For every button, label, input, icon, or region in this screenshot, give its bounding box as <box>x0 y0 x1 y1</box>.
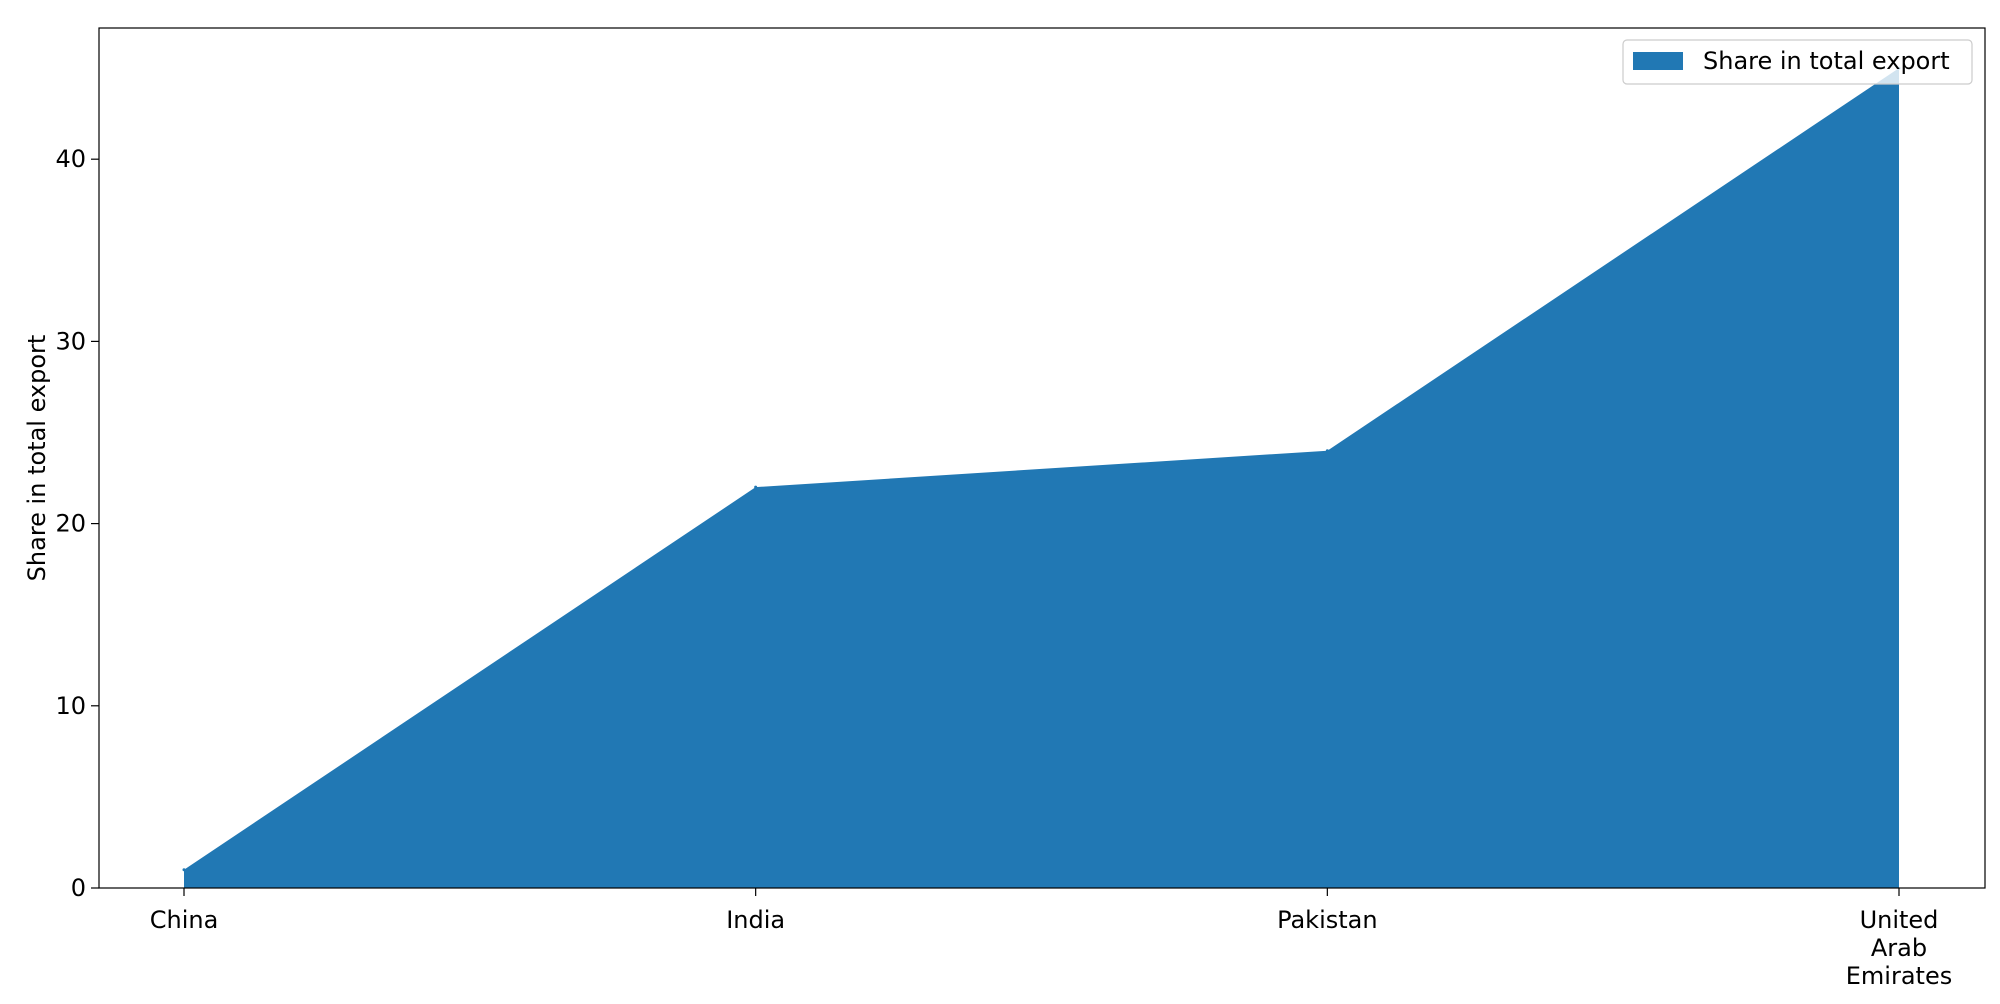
legend-label: Share in total export <box>1703 47 1950 75</box>
data-point <box>1325 449 1329 453</box>
plot-area <box>182 66 1901 889</box>
y-tick-label: 40 <box>55 145 86 173</box>
legend-box <box>1622 39 1973 85</box>
legend-swatch <box>1633 52 1683 70</box>
y-axis-title: Share in total export <box>23 335 51 582</box>
y-tick-label: 0 <box>71 874 86 902</box>
x-tick-label: Pakistan <box>1277 906 1378 934</box>
data-point <box>182 868 186 872</box>
legend: Share in total export <box>1622 39 1973 85</box>
x-tick-label: China <box>150 906 219 934</box>
area-series-share-in-total-export <box>184 68 1899 889</box>
y-tick-label: 20 <box>55 510 86 538</box>
y-tick-label: 30 <box>55 327 86 355</box>
data-point <box>754 485 758 489</box>
x-tick-label: India <box>726 906 785 934</box>
axes-frame <box>98 27 1986 889</box>
x-tick-label: United Arab Emirates <box>1846 906 1952 990</box>
axes: 0 10 20 30 40 China India Pakistan United Arab Emi… <box>55 27 1986 990</box>
y-tick-label: 10 <box>55 692 86 720</box>
